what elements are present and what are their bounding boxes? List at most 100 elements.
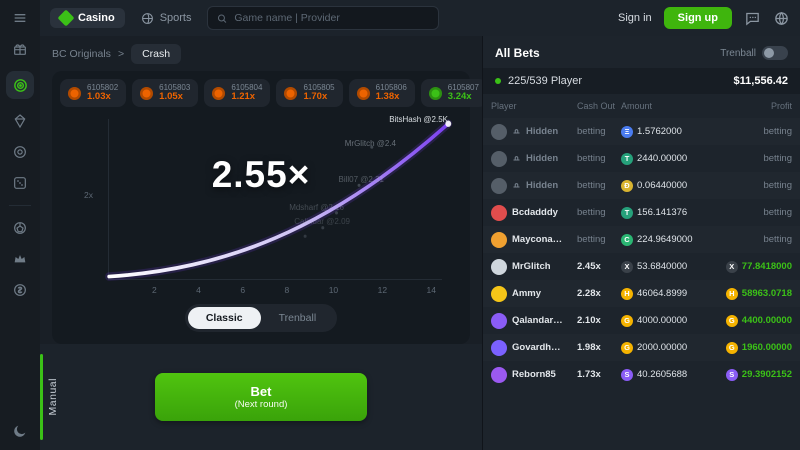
sign-up-button[interactable]: Sign up <box>663 7 732 29</box>
current-multiplier: 2.55× <box>211 154 311 196</box>
cashout-value: betting <box>577 153 606 164</box>
globe-icon[interactable] <box>773 10 790 27</box>
crown-icon[interactable] <box>11 250 29 268</box>
round-id: 6105807 <box>447 83 479 92</box>
nav-sports-label: Sports <box>159 12 192 24</box>
round-dot-icon <box>284 86 298 100</box>
coin-icon: T <box>621 206 633 219</box>
avatar <box>491 123 507 140</box>
live-dot-icon <box>495 78 501 84</box>
players-count: 225/539 Player <box>508 75 582 87</box>
amount-value: 1.5762000 <box>637 126 682 137</box>
manual-mode-tab[interactable]: Manual <box>47 378 59 416</box>
content-row: BC Originals > Crash 6105802 1.03x <box>40 36 800 450</box>
chart-x-axis <box>108 279 442 280</box>
lottery-icon[interactable] <box>11 143 29 161</box>
profit-value: betting <box>763 153 792 164</box>
sign-in-link[interactable]: Sign in <box>618 12 652 24</box>
trenball-toggle-group[interactable]: Trenball <box>720 46 788 60</box>
cashout-value: 2.28x <box>577 288 601 299</box>
player-name[interactable]: Ammy <box>512 288 542 299</box>
amount-value: 224.9649000 <box>637 234 693 245</box>
history-badge[interactable]: 6105803 1.05x <box>132 79 199 108</box>
nav-casino-label: Casino <box>78 12 115 24</box>
sports-ball-icon[interactable] <box>11 219 29 237</box>
coin-icon: H <box>621 287 633 300</box>
history-badge[interactable]: 6105804 1.21x <box>204 79 271 108</box>
cashout-annotation: MrGlitch @2.4 <box>344 139 396 149</box>
bet-row: Hidden betting Ξ 1.5762000 betting <box>483 118 800 145</box>
profit-value: betting <box>763 207 792 218</box>
avatar <box>491 177 507 194</box>
col-player: Player <box>491 101 517 111</box>
amount-value: 2000.00000 <box>637 342 688 353</box>
player-name[interactable]: Govardh… <box>512 342 561 353</box>
history-badge[interactable]: 6105802 1.03x <box>60 79 127 108</box>
coin-icon: G <box>725 314 738 327</box>
tab-trenball[interactable]: Trenball <box>261 307 335 329</box>
player-name[interactable]: MrGlitch <box>512 261 551 272</box>
nav-sports[interactable]: Sports <box>135 8 198 29</box>
tab-classic[interactable]: Classic <box>187 307 261 329</box>
bets-stats-bar: 225/539 Player $11,556.42 <box>483 68 800 94</box>
round-dot-icon <box>140 86 154 100</box>
cashout-value: 2.10x <box>577 315 601 326</box>
player-name[interactable]: Qalandar… <box>512 315 563 326</box>
round-dot-icon <box>68 86 81 100</box>
history-badge[interactable]: 6105806 1.38x <box>348 79 415 108</box>
moon-icon[interactable] <box>11 422 29 440</box>
bet-button[interactable]: Bet (Next round) <box>155 373 367 421</box>
main-column: Casino Sports Sign in Sign up <box>40 0 800 450</box>
bet-row: Qalandar… 2.10x G 4000.00000 G 4400.00000 <box>483 307 800 334</box>
cashout-value: betting <box>577 126 606 137</box>
amount-value: 53.6840000 <box>637 261 688 272</box>
bc-originals-icon[interactable] <box>6 71 34 99</box>
round-multiplier: 1.05x <box>159 91 183 103</box>
crash-game-area: BC Originals > Crash 6105802 1.03x <box>40 36 560 450</box>
profit-value: 29.3902152 <box>741 369 792 380</box>
round-dot-icon <box>356 86 370 100</box>
all-bets-panel: All Bets Trenball 225/539 Player $11,556… <box>482 36 800 450</box>
bet-button-sublabel: (Next round) <box>234 399 288 411</box>
menu-icon[interactable] <box>11 9 29 27</box>
nav-casino[interactable]: Casino <box>50 8 125 28</box>
player-name[interactable]: Hidden <box>526 153 559 164</box>
breadcrumb-section[interactable]: BC Originals <box>52 48 111 60</box>
toggle-knob <box>764 48 774 58</box>
gem-icon[interactable] <box>11 112 29 130</box>
profit-value: betting <box>763 180 792 191</box>
avatar <box>491 231 507 248</box>
x-tick: 8 <box>284 285 290 295</box>
cashout-value: betting <box>577 180 606 191</box>
round-multiplier: 1.21x <box>231 91 256 103</box>
dice-icon[interactable] <box>11 174 29 192</box>
history-badge[interactable]: 6105805 1.70x <box>276 79 343 108</box>
history-badge[interactable]: 6105807 3.24x <box>420 79 487 108</box>
player-name[interactable]: Maycona… <box>512 234 563 245</box>
search-input[interactable] <box>234 12 431 24</box>
player-name[interactable]: Hidden <box>526 180 559 191</box>
chat-icon[interactable] <box>744 10 761 27</box>
col-cashout: Cash Out <box>577 101 616 111</box>
coin-icon[interactable] <box>11 281 29 299</box>
trenball-toggle[interactable] <box>762 46 788 60</box>
gift-icon[interactable] <box>11 40 29 58</box>
breadcrumb-current[interactable]: Crash <box>131 44 182 64</box>
hidden-player-icon <box>513 156 520 161</box>
player-name[interactable]: Hidden <box>526 126 559 137</box>
coin-icon: S <box>621 368 633 381</box>
hidden-player-icon <box>513 129 520 134</box>
y-axis-label: 2x <box>84 190 93 201</box>
mode-tabs: Classic Trenball <box>184 304 338 332</box>
amount-value: 40.2605688 <box>637 369 688 380</box>
player-name[interactable]: Bcdadddy <box>512 207 558 218</box>
crash-chart: 2x 2.55× BitsHash @2.5K MrGlitch @2.4 Bi… <box>60 111 462 300</box>
total-wagered: $11,556.42 <box>733 75 788 87</box>
sidebar-divider <box>9 205 31 206</box>
bet-row: Hidden betting Ð 0.06440000 betting <box>483 172 800 199</box>
coin-icon: X <box>725 260 738 273</box>
search-icon <box>218 14 227 23</box>
mode-tabs-row: Classic Trenball <box>60 300 462 338</box>
all-bets-title: All Bets <box>495 46 540 60</box>
player-name[interactable]: Reborn85 <box>512 369 556 380</box>
